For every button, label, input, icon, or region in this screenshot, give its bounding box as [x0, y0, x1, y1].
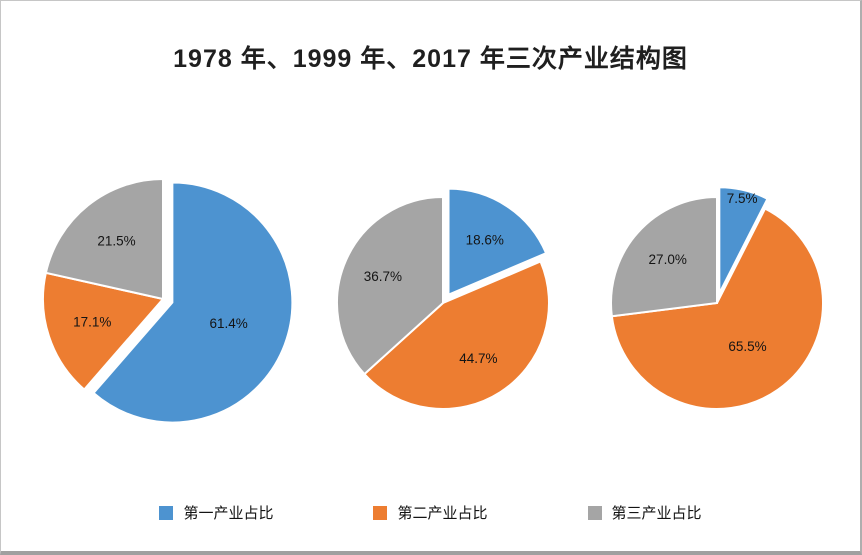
pie-slice-2017-2 — [610, 195, 718, 318]
slice-label-1999-2: 36.7% — [364, 269, 402, 284]
pie-slice-1999-0 — [447, 187, 548, 297]
pie-1999: 18.6% 44.7% 36.7% — [336, 187, 550, 410]
slice-label-1999-0: 18.6% — [466, 232, 504, 247]
pie-slice-1999-1 — [362, 260, 550, 410]
slice-label-2017-2: 27.0% — [649, 252, 687, 267]
legend-item-primary: 第一产业占比 — [159, 502, 273, 523]
slice-label-2017-1: 65.5% — [728, 339, 766, 354]
pie-slice-1999-2 — [336, 195, 444, 376]
pie-2017: 7.5% 65.5% 27.0% — [610, 186, 824, 410]
legend-swatch-tertiary — [587, 505, 602, 520]
chart-title: 1978 年、1999 年、2017 年三次产业结构图 — [173, 45, 688, 73]
legend-swatch-primary — [159, 505, 174, 520]
pie-slice-1978-2 — [44, 177, 164, 301]
pie-1978: 61.4% 17.1% 21.5% — [42, 177, 294, 424]
pie-slice-1978-0 — [92, 181, 294, 424]
slice-label-1978-0: 61.4% — [209, 316, 247, 331]
legend-label-tertiary: 第三产业占比 — [611, 505, 702, 522]
legend: 第一产业占比 第二产业占比 第三产业占比 — [1, 502, 860, 523]
legend-label-secondary: 第二产业占比 — [397, 505, 488, 522]
legend-swatch-secondary — [373, 505, 388, 520]
slice-label-1999-1: 44.7% — [459, 351, 497, 366]
pie-slice-2017-1 — [610, 207, 824, 410]
legend-label-primary: 第一产业占比 — [183, 505, 274, 522]
pie-slice-1978-1 — [42, 271, 165, 391]
legend-item-secondary: 第二产业占比 — [373, 502, 488, 523]
slice-label-1978-1: 17.1% — [73, 315, 111, 330]
legend-item-tertiary: 第三产业占比 — [587, 502, 702, 523]
slice-label-2017-0: 7.5% — [727, 191, 758, 206]
slice-label-1978-2: 21.5% — [97, 233, 135, 248]
pie-slice-2017-0 — [718, 186, 769, 294]
